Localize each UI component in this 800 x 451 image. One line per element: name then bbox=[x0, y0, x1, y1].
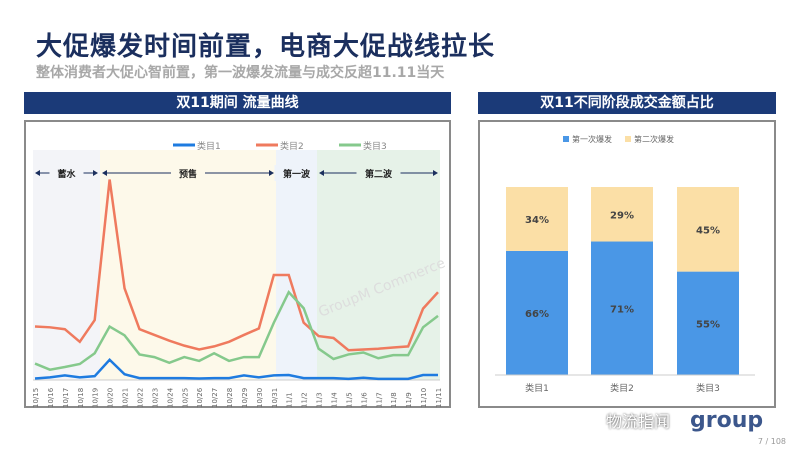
x-tick-label: 10/23 bbox=[151, 388, 159, 408]
x-tick-label: 类目3 bbox=[696, 382, 720, 394]
x-tick-label: 11/9 bbox=[405, 392, 413, 408]
bar-data-label: 45% bbox=[696, 225, 720, 236]
legend-label: 类目3 bbox=[363, 140, 387, 152]
left-chart-header: 双11期间 流量曲线 bbox=[24, 92, 451, 114]
x-tick-label: 10/21 bbox=[122, 388, 130, 408]
bar-segment bbox=[506, 250, 568, 375]
bar-segment bbox=[677, 187, 739, 272]
x-tick-label: 10/31 bbox=[271, 388, 279, 408]
x-tick-label: 10/26 bbox=[196, 387, 204, 408]
phase-label-bg bbox=[356, 165, 401, 181]
bar-segment bbox=[677, 271, 739, 375]
x-tick-label: 11/6 bbox=[360, 392, 368, 408]
bar-chart-frame bbox=[478, 120, 776, 408]
legend-swatch bbox=[563, 136, 569, 142]
bar-data-label: 34% bbox=[525, 215, 549, 226]
x-tick-label: 类目2 bbox=[610, 382, 634, 394]
x-tick-label: 10/22 bbox=[136, 388, 144, 408]
x-tick-label: 类目1 bbox=[525, 382, 549, 394]
phase-label: 预售 bbox=[179, 168, 197, 180]
series-line-类目1 bbox=[34, 357, 438, 381]
legend-label: 类目1 bbox=[197, 140, 221, 152]
x-tick-label: 10/20 bbox=[107, 388, 115, 408]
x-tick-label: 11/5 bbox=[345, 392, 353, 408]
bar-segment bbox=[591, 187, 653, 242]
x-tick-label: 11/3 bbox=[316, 392, 324, 408]
x-tick-label: 10/24 bbox=[166, 387, 174, 408]
groupm-logo: group bbox=[690, 408, 764, 433]
phase-label: 第二波 bbox=[365, 168, 393, 180]
x-tick-label: 11/8 bbox=[390, 392, 398, 408]
x-tick-label: 10/15 bbox=[32, 388, 40, 408]
phase-band-0 bbox=[33, 150, 100, 380]
page-title: 大促爆发时间前置，电商大促战线拉长 bbox=[36, 32, 496, 62]
legend-label: 第一次爆发 bbox=[572, 134, 612, 144]
legend-label: 类目2 bbox=[280, 140, 304, 152]
bar-data-label: 71% bbox=[610, 304, 634, 315]
bar-segment bbox=[591, 241, 653, 375]
x-tick-label: 11/2 bbox=[301, 392, 309, 408]
x-tick-label: 10/18 bbox=[77, 388, 85, 408]
bar-data-label: 55% bbox=[696, 319, 720, 330]
x-tick-label: 11/1 bbox=[286, 392, 294, 408]
x-tick-label: 10/25 bbox=[181, 388, 189, 408]
phase-label-bg bbox=[49, 165, 84, 181]
x-tick-label: 10/19 bbox=[92, 388, 100, 408]
wechat-watermark: 物流指闻 bbox=[606, 412, 671, 431]
phase-label-bg bbox=[274, 165, 319, 181]
page-number: 7 / 108 bbox=[757, 437, 786, 446]
x-tick-label: 10/29 bbox=[241, 388, 249, 408]
phase-label-bg bbox=[171, 165, 205, 181]
legend-label: 第二次爆发 bbox=[634, 134, 674, 144]
x-tick-label: 10/30 bbox=[256, 388, 264, 408]
x-tick-label: 10/16 bbox=[47, 387, 55, 408]
line-chart-frame bbox=[24, 120, 451, 408]
phase-label: 蓄水 bbox=[57, 168, 76, 180]
x-tick-label: 11/10 bbox=[420, 388, 428, 408]
bar-data-label: 66% bbox=[525, 309, 549, 320]
x-tick-label: 11/4 bbox=[331, 392, 339, 408]
x-tick-label: 10/17 bbox=[62, 388, 70, 408]
bar-data-label: 29% bbox=[610, 210, 634, 221]
phase-band-2 bbox=[276, 150, 317, 380]
legend-swatch bbox=[625, 136, 631, 142]
bar-segment bbox=[506, 187, 568, 251]
x-tick-label: 11/11 bbox=[435, 388, 443, 408]
right-chart-header: 双11不同阶段成交金额占比 bbox=[478, 92, 776, 114]
page-subtitle: 整体消费者大促心智前置，第一波爆发流量与成交反超11.11当天 bbox=[36, 65, 445, 81]
x-tick-label: 10/28 bbox=[226, 388, 234, 408]
x-tick-label: 10/27 bbox=[211, 388, 219, 408]
series-line-类目2 bbox=[34, 179, 439, 352]
series-line-类目3 bbox=[34, 289, 439, 371]
x-tick-label: 11/7 bbox=[375, 392, 383, 408]
phase-label: 第一波 bbox=[283, 168, 311, 180]
